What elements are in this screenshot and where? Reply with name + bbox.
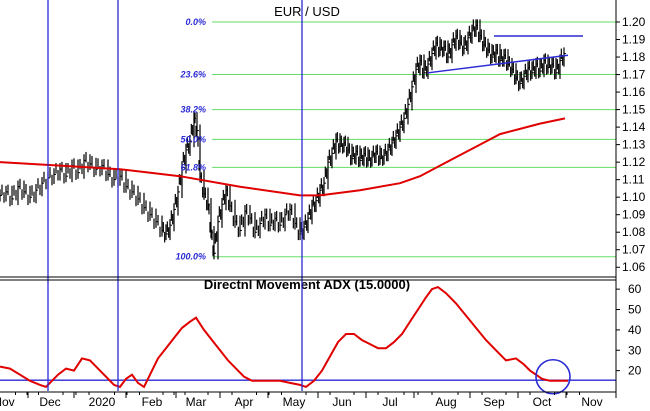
y-tick-label: 1.06 [622,260,646,274]
y-tick-label: 1.18 [622,50,646,64]
x-tick-label: Feb [142,395,163,409]
fib-level-label: 0.0% [185,17,206,27]
vertical-markers [47,0,303,391]
x-tick-label: Jul [382,395,397,409]
price-y-axis: 1.06 1.07 1.08 1.09 1.10 1.11 1.12 1.13 1.14 1.15… [616,15,646,274]
y-tick-label: 1.15 [622,103,646,117]
adx-panel: Directnl Movement ADX (15.0000) [0,277,616,395]
adx-highlight-circle [535,358,571,395]
x-tick-label: Mar [186,395,207,409]
x-tick-label: Sep [483,395,505,409]
x-tick-label: Oct [533,395,552,409]
adx-tick-label: 30 [628,343,642,357]
x-tick-label: Nov [0,395,15,409]
y-tick-label: 1.13 [622,138,646,152]
fibonacci-labels: 0.0% 23.6% 38.2% 50.0% 61.8% 100.0% [175,17,206,262]
y-tick-label: 1.12 [622,155,646,169]
adx-y-axis: 20 30 40 50 60 [616,282,642,378]
x-tick-label: 2020 [89,395,116,409]
trendline [427,54,569,74]
x-tick-label: Dec [39,395,60,409]
price-chart-title: EUR / USD [274,4,340,19]
y-tick-label: 1.16 [622,85,646,99]
y-tick-label: 1.10 [622,190,646,204]
adx-line [0,285,568,389]
y-tick-label: 1.19 [622,33,646,47]
y-tick-label: 1.07 [622,243,646,257]
fib-level-label: 50.0% [180,134,206,144]
adx-tick-label: 60 [628,282,642,296]
fibonacci-lines [212,21,616,258]
x-tick-label: Aug [435,395,456,409]
adx-tick-label: 20 [628,364,642,378]
x-tick-label: Jun [332,395,351,409]
x-tick-label: May [283,395,306,409]
fib-level-label: 23.6% [179,70,206,80]
price-panel: 0.0% 23.6% 38.2% 50.0% 61.8% 100.0% EUR / USD [0,4,616,262]
y-tick-label: 1.11 [622,173,645,187]
fib-level-label: 38.2% [180,105,206,115]
y-tick-label: 1.17 [622,68,646,82]
adx-chart-title: Directnl Movement ADX (15.0000) [204,277,410,292]
panel-frames [0,0,617,393]
x-axis: Nov Dec 2020 Feb Mar Apr May Jun Jul Aug Sep Oct Nov [0,392,617,409]
price-bars [0,19,566,260]
y-tick-label: 1.08 [622,225,646,239]
moving-average-line [0,117,566,197]
y-tick-label: 1.20 [622,15,646,29]
fib-level-label: 100.0% [175,252,206,262]
trendlines [427,35,583,74]
y-tick-label: 1.14 [622,120,646,134]
x-tick-label: Nov [581,395,602,409]
adx-tick-label: 40 [628,323,642,337]
adx-tick-label: 50 [628,303,642,317]
x-tick-label: Apr [235,395,254,409]
fib-level-label: 61.8% [180,162,206,172]
y-tick-label: 1.09 [622,208,646,222]
